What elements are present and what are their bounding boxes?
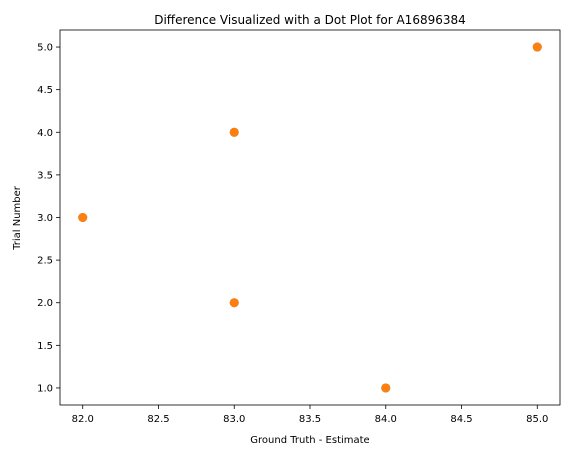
y-tick-label: 2.5	[37, 256, 53, 267]
data-point	[78, 213, 88, 222]
y-tick-label: 1.0	[37, 383, 53, 394]
y-axis-label: Trial Number	[12, 185, 23, 251]
data-point	[381, 383, 391, 393]
y-tick-label: 3.0	[37, 213, 53, 224]
x-tick-label: 85.0	[526, 414, 548, 425]
y-tick-label: 4.0	[37, 128, 53, 139]
data-point	[229, 298, 239, 308]
x-tick-label: 84.5	[450, 414, 472, 425]
data-point	[229, 127, 239, 137]
series-1	[78, 42, 542, 393]
y-axis: 1.0 1.5 2.0 2.5 3.0 3.5 4.0 4.5 5.0	[37, 43, 60, 394]
x-tick-label: 82.5	[147, 414, 169, 425]
y-tick-label: 4.5	[37, 85, 53, 96]
x-tick-label: 83.5	[299, 414, 321, 425]
y-tick-label: 3.5	[37, 170, 53, 181]
x-tick-label: 83.0	[223, 414, 245, 425]
series-2	[78, 42, 542, 393]
y-tick-label: 5.0	[37, 43, 53, 54]
y-tick-label: 1.5	[37, 341, 53, 352]
x-tick-label: 82.0	[72, 414, 94, 425]
x-tick-label: 84.0	[375, 414, 397, 425]
plot-frame	[59, 29, 561, 406]
data-point	[532, 42, 542, 52]
chart-title: Difference Visualized with a Dot Plot fo…	[154, 13, 466, 27]
x-axis-label: Ground Truth - Estimate	[250, 435, 369, 446]
y-tick-label: 2.0	[37, 298, 53, 309]
x-axis: 82.0 82.5 83.0 83.5 84.0 84.5 85.0	[72, 405, 548, 425]
